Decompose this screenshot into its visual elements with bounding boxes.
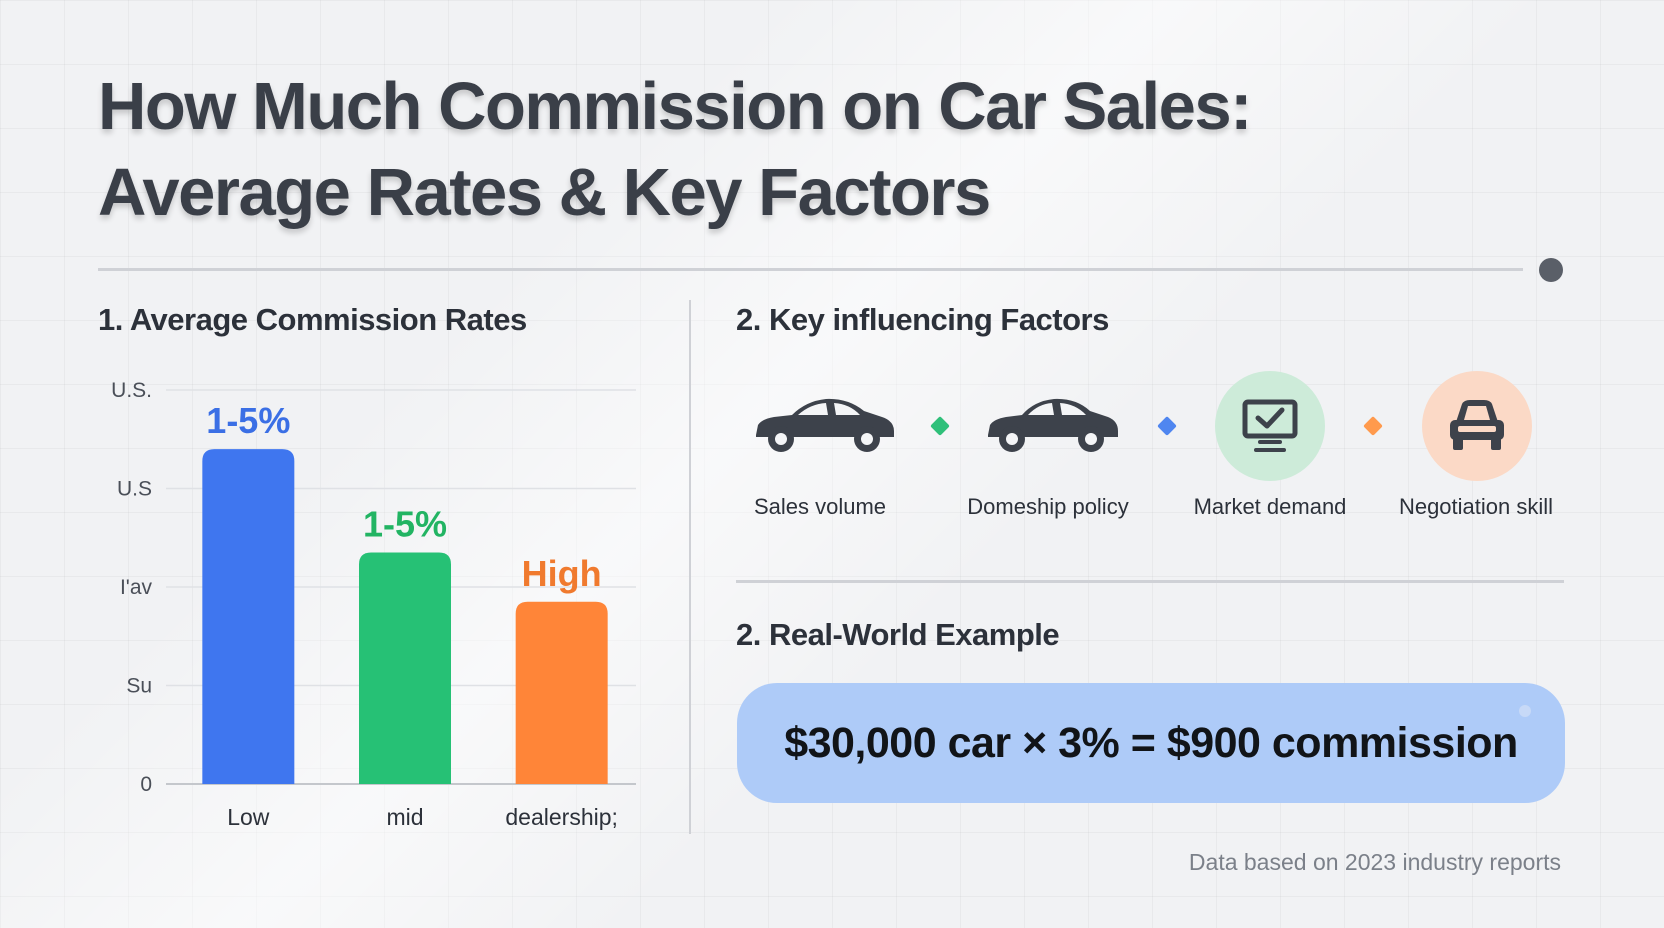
- x-category-label: Low: [227, 804, 270, 830]
- factor-label-domeship-policy: Domeship policy: [967, 494, 1129, 519]
- example-equation: $30,000 car × 3% = $900 commission: [784, 718, 1518, 767]
- title-line-1: How Much Commission on Car Sales:: [98, 69, 1252, 144]
- car-coupe-icon: [982, 371, 1122, 481]
- section-title-real-world-example: 2. Real-World Example: [736, 617, 1060, 652]
- commission-bar-chart: 0 Su I'av U.S U.S. 1-5% Low 1-5% mid High dealersh…: [111, 379, 636, 830]
- bar-value-label: 1-5%: [206, 400, 290, 441]
- factor-label-market-demand: Market demand: [1193, 494, 1347, 519]
- y-tick-label: I'av: [120, 576, 153, 599]
- section-divider: [736, 580, 1564, 583]
- example-callout: $30,000 car × 3% = $900 commission: [737, 683, 1565, 803]
- divider-dot: [1539, 258, 1563, 282]
- section-title-key-factors: 2. Key influencing Factors: [736, 302, 1109, 337]
- bar-value-label: 1-5%: [363, 504, 447, 545]
- factor-label-negotiation-skill: Negotiation skill: [1398, 494, 1554, 519]
- factor-label-sales-volume: Sales volume: [753, 494, 887, 519]
- y-tick-label: Su: [126, 675, 152, 698]
- car-front-icon: [1422, 371, 1532, 481]
- x-category-label: dealership;: [505, 804, 618, 830]
- callout-dot: [1519, 705, 1531, 717]
- title-divider: [98, 268, 1523, 271]
- bar-1: [202, 449, 295, 784]
- bar-2: [359, 552, 451, 784]
- column-divider: [689, 300, 691, 834]
- source-footnote: Data based on 2023 industry reports: [1188, 849, 1561, 875]
- section-title-commission-rates: 1. Average Commission Rates: [98, 302, 527, 337]
- x-category-label: mid: [386, 804, 423, 830]
- title-line-2: Average Rates & Key Factors: [98, 155, 991, 230]
- y-tick-label: U.S.: [111, 379, 152, 402]
- car-sedan-icon: [748, 371, 898, 481]
- y-tick-label: U.S: [117, 478, 152, 501]
- monitor-check-icon: [1215, 371, 1325, 481]
- y-tick-label: 0: [140, 773, 152, 796]
- bar-value-label: High: [522, 553, 602, 594]
- bar-3: [515, 601, 608, 784]
- page-title: How Much Commission on Car Sales: Averag…: [98, 64, 1398, 236]
